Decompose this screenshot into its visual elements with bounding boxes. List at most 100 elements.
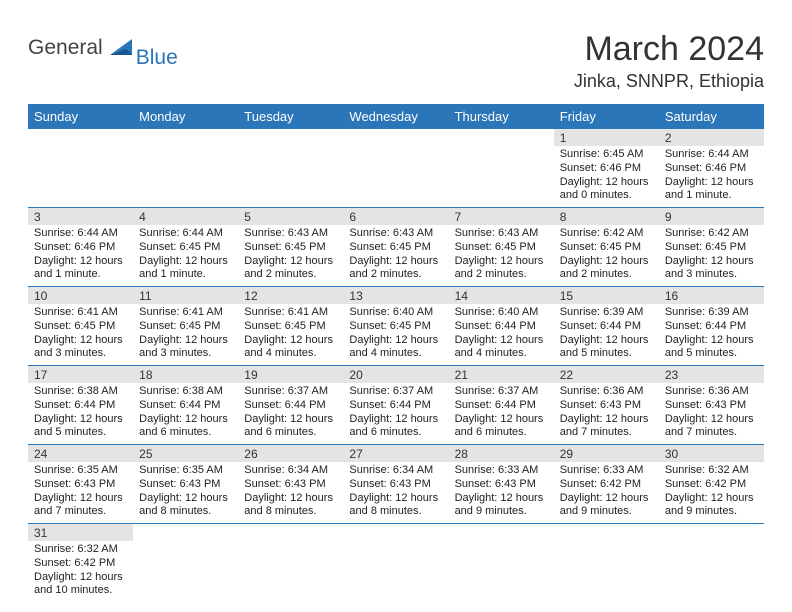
daylight-2: and 5 minutes. <box>34 426 127 440</box>
daylight-1: Daylight: 12 hours <box>665 413 758 427</box>
calendar-cell: 19Sunrise: 6:37 AMSunset: 6:44 PMDayligh… <box>238 366 343 445</box>
day-info: Sunrise: 6:44 AMSunset: 6:46 PMDaylight:… <box>28 225 133 286</box>
sunset: Sunset: 6:43 PM <box>34 478 127 492</box>
calendar-cell: 31Sunrise: 6:32 AMSunset: 6:42 PMDayligh… <box>28 524 133 603</box>
calendar-cell: 28Sunrise: 6:33 AMSunset: 6:43 PMDayligh… <box>449 445 554 524</box>
day-info: Sunrise: 6:41 AMSunset: 6:45 PMDaylight:… <box>238 304 343 365</box>
day-number: 29 <box>554 445 659 462</box>
sunset: Sunset: 6:44 PM <box>139 399 232 413</box>
sunrise: Sunrise: 6:36 AM <box>665 385 758 399</box>
daylight-1: Daylight: 12 hours <box>349 255 442 269</box>
day-info: Sunrise: 6:44 AMSunset: 6:45 PMDaylight:… <box>133 225 238 286</box>
sunset: Sunset: 6:42 PM <box>560 478 653 492</box>
day-number: 8 <box>554 208 659 225</box>
col-friday: Friday <box>554 104 659 129</box>
day-info: Sunrise: 6:43 AMSunset: 6:45 PMDaylight:… <box>343 225 448 286</box>
calendar-cell: 7Sunrise: 6:43 AMSunset: 6:45 PMDaylight… <box>449 208 554 287</box>
day-number: 10 <box>28 287 133 304</box>
sunrise: Sunrise: 6:35 AM <box>139 464 232 478</box>
calendar-cell: 13Sunrise: 6:40 AMSunset: 6:45 PMDayligh… <box>343 287 448 366</box>
day-number: 13 <box>343 287 448 304</box>
calendar-cell: 18Sunrise: 6:38 AMSunset: 6:44 PMDayligh… <box>133 366 238 445</box>
day-number: 1 <box>554 129 659 146</box>
calendar-cell <box>133 524 238 603</box>
daylight-1: Daylight: 12 hours <box>665 176 758 190</box>
sunset: Sunset: 6:45 PM <box>139 320 232 334</box>
sunset: Sunset: 6:45 PM <box>349 320 442 334</box>
daylight-2: and 1 minute. <box>665 189 758 203</box>
day-number: 24 <box>28 445 133 462</box>
day-number: 19 <box>238 366 343 383</box>
sunrise: Sunrise: 6:44 AM <box>665 148 758 162</box>
day-info: Sunrise: 6:34 AMSunset: 6:43 PMDaylight:… <box>343 462 448 523</box>
day-info: Sunrise: 6:41 AMSunset: 6:45 PMDaylight:… <box>28 304 133 365</box>
sunset: Sunset: 6:45 PM <box>244 320 337 334</box>
sunset: Sunset: 6:45 PM <box>34 320 127 334</box>
sunset: Sunset: 6:45 PM <box>349 241 442 255</box>
calendar-cell: 12Sunrise: 6:41 AMSunset: 6:45 PMDayligh… <box>238 287 343 366</box>
calendar-cell: 24 Sunrise: 6:35 AMSunset: 6:43 PMDayligh… <box>28 445 133 524</box>
calendar-row: 10Sunrise: 6:41 AMSunset: 6:45 PMDayligh… <box>28 287 764 366</box>
calendar-cell: 15Sunrise: 6:39 AMSunset: 6:44 PMDayligh… <box>554 287 659 366</box>
sunrise: Sunrise: 6:32 AM <box>34 543 127 557</box>
daylight-1: Daylight: 12 hours <box>244 492 337 506</box>
col-monday: Monday <box>133 104 238 129</box>
daylight-1: Daylight: 12 hours <box>455 255 548 269</box>
daylight-2: and 9 minutes. <box>665 505 758 519</box>
day-info: Sunrise: 6:32 AMSunset: 6:42 PMDaylight:… <box>659 462 764 523</box>
day-info: Sunrise: 6:42 AMSunset: 6:45 PMDaylight:… <box>659 225 764 286</box>
daylight-2: and 8 minutes. <box>349 505 442 519</box>
daylight-2: and 5 minutes. <box>665 347 758 361</box>
daylight-2: and 2 minutes. <box>244 268 337 282</box>
col-thursday: Thursday <box>449 104 554 129</box>
calendar-cell: 30Sunrise: 6:32 AMSunset: 6:42 PMDayligh… <box>659 445 764 524</box>
day-info: Sunrise: 6:37 AMSunset: 6:44 PMDaylight:… <box>238 383 343 444</box>
calendar-cell <box>659 524 764 603</box>
sunrise: Sunrise: 6:37 AM <box>455 385 548 399</box>
daylight-1: Daylight: 12 hours <box>349 492 442 506</box>
calendar-cell <box>133 129 238 208</box>
sunrise: Sunrise: 6:41 AM <box>34 306 127 320</box>
daylight-1: Daylight: 12 hours <box>560 413 653 427</box>
sunrise: Sunrise: 6:33 AM <box>560 464 653 478</box>
calendar-cell: 22Sunrise: 6:36 AMSunset: 6:43 PMDayligh… <box>554 366 659 445</box>
col-sunday: Sunday <box>28 104 133 129</box>
header: General Blue March 2024 Jinka, SNNPR, Et… <box>28 30 764 92</box>
day-number: 4 <box>133 208 238 225</box>
daylight-1: Daylight: 12 hours <box>349 413 442 427</box>
day-info: Sunrise: 6:37 AMSunset: 6:44 PMDaylight:… <box>449 383 554 444</box>
calendar-cell: 2Sunrise: 6:44 AMSunset: 6:46 PMDaylight… <box>659 129 764 208</box>
sunrise: Sunrise: 6:40 AM <box>455 306 548 320</box>
daylight-2: and 0 minutes. <box>560 189 653 203</box>
daylight-2: and 8 minutes. <box>139 505 232 519</box>
sunrise: Sunrise: 6:45 AM <box>560 148 653 162</box>
daylight-2: and 7 minutes. <box>34 505 127 519</box>
day-number: 20 <box>343 366 448 383</box>
daylight-2: and 9 minutes. <box>455 505 548 519</box>
calendar-row: 1Sunrise: 6:45 AMSunset: 6:46 PMDaylight… <box>28 129 764 208</box>
day-info: Sunrise: 6:37 AMSunset: 6:44 PMDaylight:… <box>343 383 448 444</box>
sunset: Sunset: 6:44 PM <box>349 399 442 413</box>
daylight-2: and 6 minutes. <box>139 426 232 440</box>
sunset: Sunset: 6:43 PM <box>139 478 232 492</box>
calendar-cell <box>343 524 448 603</box>
day-number: 25 <box>133 445 238 462</box>
sunset: Sunset: 6:43 PM <box>349 478 442 492</box>
location: Jinka, SNNPR, Ethiopia <box>574 71 764 92</box>
daylight-1: Daylight: 12 hours <box>560 492 653 506</box>
calendar-cell: 17Sunrise: 6:38 AMSunset: 6:44 PMDayligh… <box>28 366 133 445</box>
sunrise: Sunrise: 6:35 AM <box>34 464 127 478</box>
daylight-1: Daylight: 12 hours <box>34 492 127 506</box>
day-info: Sunrise: 6:44 AMSunset: 6:46 PMDaylight:… <box>659 146 764 207</box>
daylight-2: and 4 minutes. <box>349 347 442 361</box>
day-info: Sunrise: 6:40 AMSunset: 6:44 PMDaylight:… <box>449 304 554 365</box>
col-tuesday: Tuesday <box>238 104 343 129</box>
day-info: Sunrise: 6:32 AMSunset: 6:42 PMDaylight:… <box>28 541 133 602</box>
sunrise: Sunrise: 6:43 AM <box>455 227 548 241</box>
sunrise: Sunrise: 6:37 AM <box>349 385 442 399</box>
daylight-2: and 3 minutes. <box>665 268 758 282</box>
logo: General Blue <box>28 36 178 60</box>
day-info: Sunrise: 6:42 AMSunset: 6:45 PMDaylight:… <box>554 225 659 286</box>
calendar-row: 3Sunrise: 6:44 AMSunset: 6:46 PMDaylight… <box>28 208 764 287</box>
calendar-cell: 5Sunrise: 6:43 AMSunset: 6:45 PMDaylight… <box>238 208 343 287</box>
